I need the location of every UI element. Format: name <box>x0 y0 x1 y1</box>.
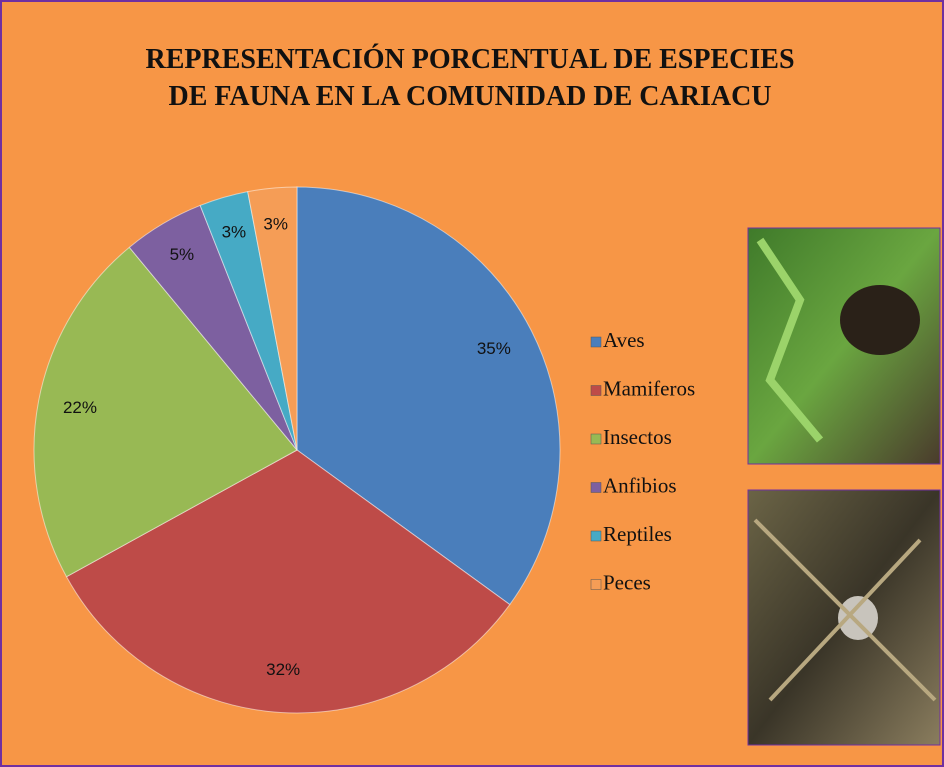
legend-label: Anfibios <box>603 473 677 497</box>
legend-swatch <box>590 385 602 396</box>
data-label: 32% <box>266 660 300 679</box>
data-label: 22% <box>63 398 97 417</box>
chart-title-line: REPRESENTACIÓN PORCENTUAL DE ESPECIES <box>145 44 794 75</box>
legend-swatch <box>590 482 602 493</box>
pie-slice <box>296 186 561 606</box>
data-label: 35% <box>477 339 511 358</box>
legend-label: Aves <box>603 328 645 352</box>
legend-label: Reptiles <box>603 522 672 546</box>
data-label: 3% <box>222 222 247 241</box>
pie-slice <box>65 449 511 714</box>
pie-slice <box>247 186 298 451</box>
legend-swatch <box>590 336 602 348</box>
photo <box>747 227 941 465</box>
legend-label: Peces <box>603 570 651 594</box>
legend-label: Mamiferos <box>603 376 695 400</box>
legend-swatch <box>590 579 602 590</box>
legend-label: Insectos <box>603 425 672 449</box>
data-label: 3% <box>263 214 288 233</box>
legend-swatch <box>590 433 602 445</box>
legend-swatch <box>590 530 602 542</box>
data-label: 5% <box>170 245 195 264</box>
pie-slice <box>33 246 298 578</box>
chart-title-line: DE FAUNA EN LA COMUNIDAD DE CARIACU <box>168 81 771 112</box>
photo <box>747 489 941 746</box>
